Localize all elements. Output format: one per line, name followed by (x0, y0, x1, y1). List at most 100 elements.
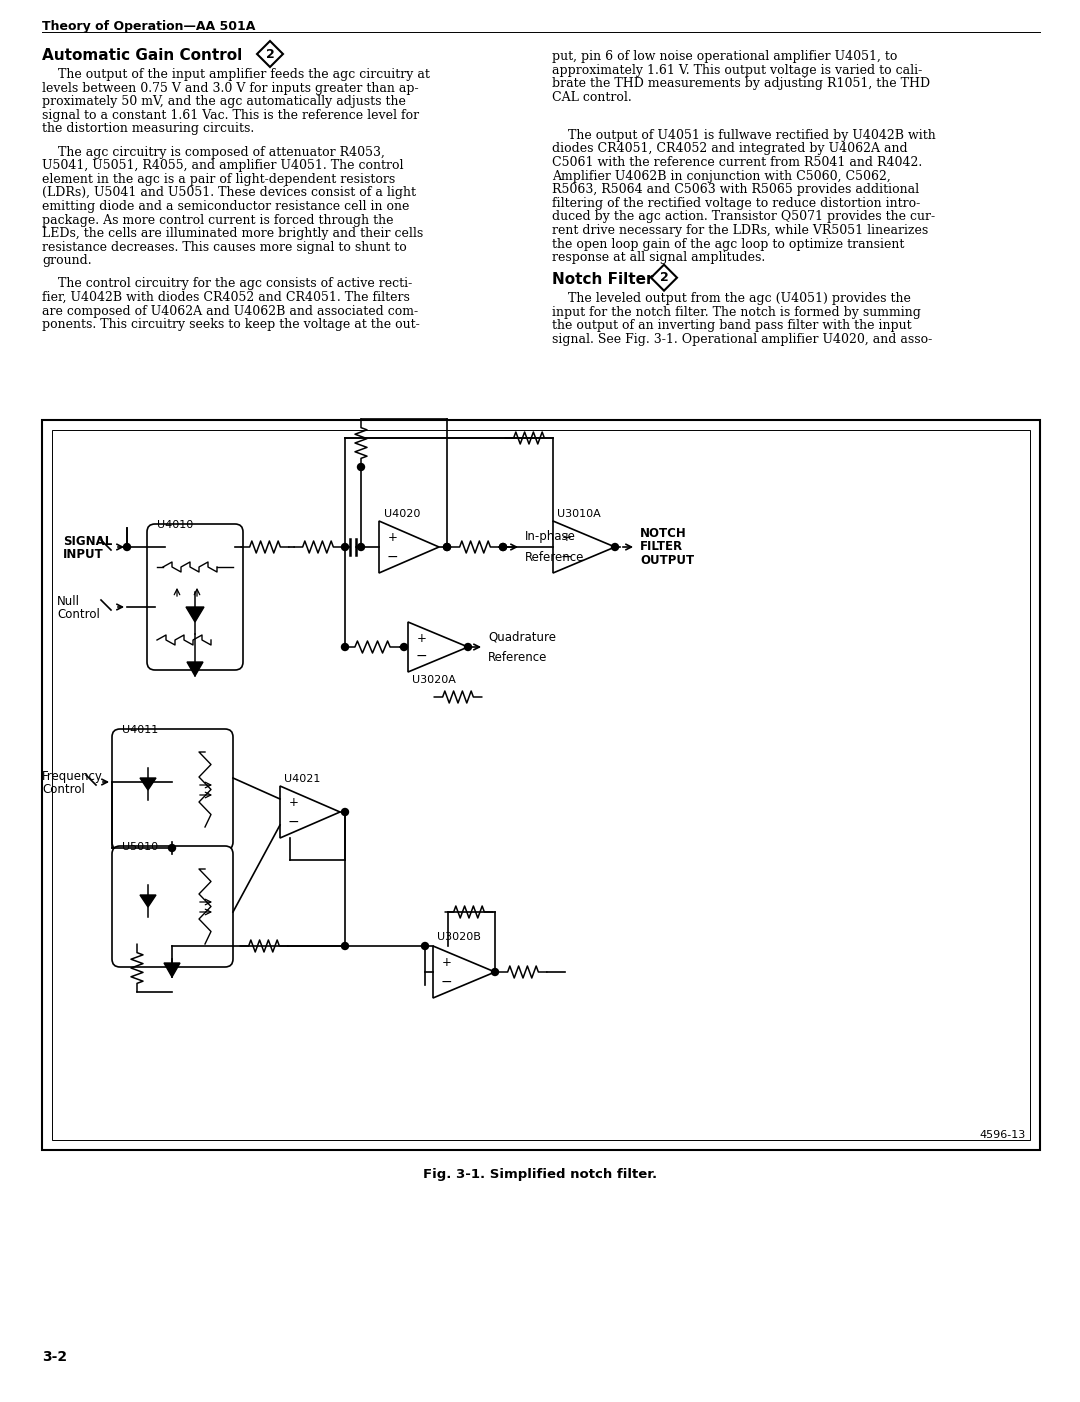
Text: 2: 2 (266, 48, 274, 60)
Text: The output of U4051 is fullwave rectified by U4042B with: The output of U4051 is fullwave rectifie… (552, 129, 935, 142)
Text: +: + (388, 531, 397, 544)
Text: are composed of U4062A and U4062B and associated com-: are composed of U4062A and U4062B and as… (42, 304, 418, 318)
FancyBboxPatch shape (112, 729, 233, 850)
Text: put, pin 6 of low noise operational amplifier U4051, to: put, pin 6 of low noise operational ampl… (552, 50, 897, 63)
Text: +: + (416, 631, 427, 645)
Circle shape (499, 544, 507, 551)
Text: −: − (441, 974, 453, 988)
Text: The agc circuitry is composed of attenuator R4053,: The agc circuitry is composed of attenua… (42, 146, 384, 158)
Text: Fig. 3-1. Simplified notch filter.: Fig. 3-1. Simplified notch filter. (423, 1168, 657, 1180)
Text: +: + (442, 956, 451, 969)
Text: input for the notch filter. The notch is formed by summing: input for the notch filter. The notch is… (552, 306, 921, 318)
Text: the distortion measuring circuits.: the distortion measuring circuits. (42, 122, 254, 136)
Polygon shape (140, 778, 156, 789)
Bar (42, 421, 1040, 1150)
Text: In-phase: In-phase (525, 530, 576, 543)
Text: U4010: U4010 (157, 520, 193, 530)
Text: U3020B: U3020B (437, 932, 481, 942)
Text: brate the THD measurements by adjusting R1051, the THD: brate the THD measurements by adjusting … (552, 77, 930, 90)
Text: SIGNAL: SIGNAL (63, 536, 112, 548)
Text: C5061 with the reference current from R5041 and R4042.: C5061 with the reference current from R5… (552, 156, 922, 170)
Text: emitting diode and a semiconductor resistance cell in one: emitting diode and a semiconductor resis… (42, 200, 409, 213)
Text: U4011: U4011 (122, 725, 159, 735)
Text: rent drive necessary for the LDRs, while VR5051 linearizes: rent drive necessary for the LDRs, while… (552, 224, 928, 237)
Text: Control: Control (57, 608, 99, 621)
Text: signal to a constant 1.61 Vac. This is the reference level for: signal to a constant 1.61 Vac. This is t… (42, 109, 419, 122)
Text: filtering of the rectified voltage to reduce distortion intro-: filtering of the rectified voltage to re… (552, 196, 920, 210)
Circle shape (341, 644, 349, 651)
Bar (52, 430, 1030, 1140)
Text: levels between 0.75 V and 3.0 V for inputs greater than ap-: levels between 0.75 V and 3.0 V for inpu… (42, 81, 419, 94)
Circle shape (123, 544, 131, 551)
Text: U5010: U5010 (122, 843, 158, 852)
Text: package. As more control current is forced through the: package. As more control current is forc… (42, 213, 393, 227)
Circle shape (341, 809, 349, 816)
Text: signal. See Fig. 3-1. Operational amplifier U4020, and asso-: signal. See Fig. 3-1. Operational amplif… (552, 332, 932, 346)
Text: −: − (561, 550, 572, 564)
Text: ground.: ground. (42, 254, 92, 268)
Circle shape (357, 464, 365, 471)
Circle shape (401, 644, 407, 651)
Circle shape (611, 544, 619, 551)
Text: response at all signal amplitudes.: response at all signal amplitudes. (552, 251, 766, 265)
Text: 4596-13: 4596-13 (980, 1130, 1026, 1140)
Text: the open loop gain of the agc loop to optimize transient: the open loop gain of the agc loop to op… (552, 238, 904, 251)
Text: resistance decreases. This causes more signal to shunt to: resistance decreases. This causes more s… (42, 241, 407, 254)
Circle shape (444, 544, 450, 551)
Text: fier, U4042B with diodes CR4052 and CR4051. The filters: fier, U4042B with diodes CR4052 and CR40… (42, 292, 410, 304)
Circle shape (464, 644, 472, 651)
Text: R5063, R5064 and C5063 with R5065 provides additional: R5063, R5064 and C5063 with R5065 provid… (552, 184, 919, 196)
Text: (LDRs), U5041 and U5051. These devices consist of a light: (LDRs), U5041 and U5051. These devices c… (42, 186, 416, 199)
Text: U4020: U4020 (384, 509, 420, 519)
Polygon shape (186, 607, 204, 622)
Text: −: − (387, 550, 399, 564)
Text: OUTPUT: OUTPUT (640, 554, 694, 566)
Text: −: − (416, 649, 427, 663)
Polygon shape (164, 963, 180, 977)
Text: FILTER: FILTER (640, 541, 684, 554)
Circle shape (341, 544, 349, 551)
Text: +: + (562, 531, 571, 544)
FancyBboxPatch shape (147, 524, 243, 670)
Text: U4021: U4021 (284, 774, 321, 784)
Text: Control: Control (42, 782, 85, 796)
Circle shape (491, 969, 499, 976)
Circle shape (341, 942, 349, 949)
Text: U5041, U5051, R4055, and amplifier U4051. The control: U5041, U5051, R4055, and amplifier U4051… (42, 158, 404, 172)
Text: Null: Null (57, 594, 80, 608)
Text: approximately 1.61 V. This output voltage is varied to cali-: approximately 1.61 V. This output voltag… (552, 63, 922, 77)
Text: 2: 2 (660, 271, 669, 285)
Text: element in the agc is a pair of light-dependent resistors: element in the agc is a pair of light-de… (42, 172, 395, 185)
Text: Frequency: Frequency (42, 770, 103, 782)
Text: The leveled output from the agc (U4051) provides the: The leveled output from the agc (U4051) … (552, 292, 910, 306)
Polygon shape (140, 894, 156, 907)
FancyBboxPatch shape (112, 845, 233, 967)
Text: +: + (288, 796, 298, 809)
Text: U3010A: U3010A (557, 509, 600, 519)
Circle shape (357, 544, 365, 551)
Text: ponents. This circuitry seeks to keep the voltage at the out-: ponents. This circuitry seeks to keep th… (42, 318, 420, 331)
Text: INPUT: INPUT (63, 548, 104, 561)
Text: U3020A: U3020A (411, 674, 456, 686)
Text: −: − (287, 815, 299, 829)
Text: Reference: Reference (488, 651, 548, 665)
Text: the output of an inverting band pass filter with the input: the output of an inverting band pass fil… (552, 320, 912, 332)
Text: LEDs, the cells are illuminated more brightly and their cells: LEDs, the cells are illuminated more bri… (42, 227, 423, 240)
Circle shape (499, 544, 507, 551)
Text: The control circuitry for the agc consists of active recti-: The control circuitry for the agc consis… (42, 278, 413, 290)
Text: Reference: Reference (525, 551, 584, 564)
Text: NOTCH: NOTCH (640, 527, 687, 540)
Text: CAL control.: CAL control. (552, 91, 632, 104)
Text: diodes CR4051, CR4052 and integrated by U4062A and: diodes CR4051, CR4052 and integrated by … (552, 143, 907, 156)
Circle shape (421, 942, 429, 949)
Text: Quadrature: Quadrature (488, 629, 556, 644)
Text: proximately 50 mV, and the agc automatically adjusts the: proximately 50 mV, and the agc automatic… (42, 95, 406, 108)
Text: Amplifier U4062B in conjunction with C5060, C5062,: Amplifier U4062B in conjunction with C50… (552, 170, 891, 182)
Text: duced by the agc action. Transistor Q5071 provides the cur-: duced by the agc action. Transistor Q507… (552, 210, 935, 223)
Text: 3-2: 3-2 (42, 1350, 67, 1364)
Circle shape (444, 544, 450, 551)
Polygon shape (187, 662, 203, 676)
Text: Theory of Operation—AA 501A: Theory of Operation—AA 501A (42, 20, 255, 34)
Text: The output of the input amplifier feeds the agc circuitry at: The output of the input amplifier feeds … (42, 69, 430, 81)
Circle shape (168, 844, 175, 851)
